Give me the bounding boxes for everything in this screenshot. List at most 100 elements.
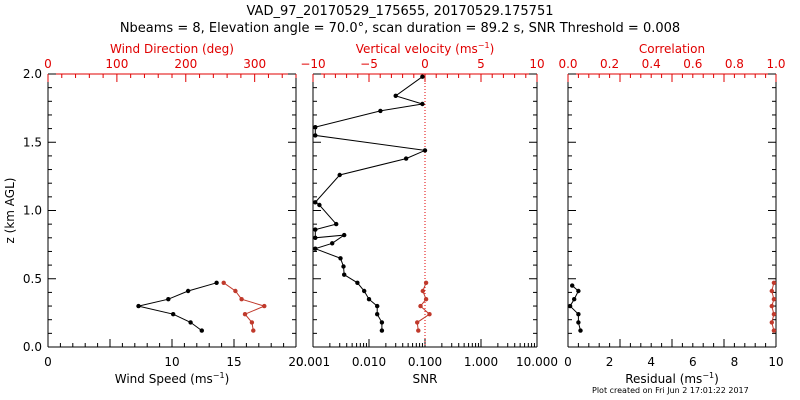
wind-panel-series-0-point bbox=[166, 297, 171, 302]
snr-panel-series-1-point bbox=[423, 280, 429, 285]
snr-panel-series-0-point bbox=[317, 202, 322, 208]
wind-panel-series-1-point bbox=[251, 328, 256, 333]
snr-panel-series-0-point bbox=[393, 93, 398, 99]
y-tick-label: 1.0 bbox=[23, 204, 42, 218]
snr-panel-series-0-point bbox=[313, 200, 318, 205]
x-top-tick-label: 300 bbox=[243, 57, 266, 71]
x-top-tick-label: 10 bbox=[529, 57, 544, 71]
x-top-tick-label: 0.8 bbox=[725, 57, 744, 71]
residual-panel-series-0-point bbox=[576, 288, 581, 294]
residual-panel-series-1-point bbox=[771, 312, 777, 317]
x-bottom-axis-label-unit: (ms bbox=[676, 372, 702, 386]
x-bottom-tick-label: 10 bbox=[768, 355, 783, 369]
residual-panel-series-1-point bbox=[771, 280, 777, 285]
x-top-tick-label: 200 bbox=[174, 57, 197, 71]
snr-panel-series-1-point bbox=[420, 288, 425, 294]
snr-panel-series-0-point bbox=[375, 303, 380, 309]
snr-panel-series-0-point bbox=[313, 133, 318, 138]
snr-panel-series-0-line bbox=[313, 76, 427, 331]
x-bottom-axis-label: SNR bbox=[413, 372, 438, 386]
snr-panel-series-0-point bbox=[313, 235, 318, 240]
x-top-tick-label: 0.4 bbox=[642, 57, 661, 71]
snr-panel-series-0-point bbox=[355, 280, 360, 285]
wind-panel-series-0-point bbox=[185, 288, 191, 294]
wind-panel-series-0-point bbox=[188, 320, 193, 325]
wind-panel-series-1-point bbox=[262, 303, 267, 309]
x-top-tick-label: 100 bbox=[105, 57, 128, 71]
snr-panel-series-0-point bbox=[403, 156, 409, 161]
wind-panel-series-0-point bbox=[136, 303, 141, 309]
wind-panel-series-0-point bbox=[171, 312, 176, 317]
x-bottom-axis-label-unit-exponent: −1 bbox=[702, 371, 714, 380]
x-bottom-tick-label: 0.100 bbox=[408, 355, 442, 369]
snr-panel-series-0-point bbox=[379, 328, 385, 333]
x-top-tick-label: 0 bbox=[421, 57, 429, 71]
x-top-tick-label: 5 bbox=[477, 57, 485, 71]
snr-panel-series-1-point bbox=[416, 328, 421, 333]
snr-panel-series-0-point bbox=[422, 148, 428, 153]
snr-panel-series-0-point bbox=[313, 227, 318, 232]
x-bottom-tick-label: 0 bbox=[44, 355, 52, 369]
x-bottom-tick-label: 10.000 bbox=[516, 355, 558, 369]
x-top-axis-label: Correlation bbox=[639, 42, 705, 56]
wind-panel-series-1-point bbox=[249, 320, 255, 325]
residual-panel-series-0-point bbox=[576, 312, 581, 317]
x-top-axis-label-unit-exponent: −1 bbox=[478, 41, 490, 50]
residual-panel-series-0-point bbox=[570, 283, 575, 288]
x-top-tick-label: −10 bbox=[300, 57, 325, 71]
wind-panel-series-0-point bbox=[199, 328, 204, 333]
x-bottom-tick-label: 0.001 bbox=[296, 355, 330, 369]
x-bottom-axis-label: Residual (ms−1) bbox=[625, 371, 719, 386]
x-top-tick-label: −5 bbox=[360, 57, 378, 71]
wind-panel-series-1-point bbox=[233, 288, 238, 294]
snr-panel-series-0-point bbox=[420, 101, 425, 107]
residual-panel-series-0-point bbox=[572, 297, 577, 302]
x-bottom-tick-label: 0.010 bbox=[352, 355, 386, 369]
snr-panel-series-1-point bbox=[423, 297, 429, 302]
x-bottom-axis-label-unit: (ms bbox=[186, 372, 212, 386]
y-tick-label: 0.0 bbox=[23, 340, 42, 354]
y-tick-label: 1.5 bbox=[23, 135, 42, 149]
snr-panel-series-0-point bbox=[330, 241, 335, 246]
x-bottom-tick-label: 4 bbox=[647, 355, 655, 369]
x-top-tick-label: 0.6 bbox=[683, 57, 702, 71]
x-bottom-tick-label: 8 bbox=[731, 355, 739, 369]
x-top-tick-label: 0.0 bbox=[558, 57, 577, 71]
x-top-tick-label: 1.0 bbox=[766, 57, 785, 71]
wind-panel-series-0-line bbox=[138, 282, 217, 332]
snr-panel-series-0-point bbox=[313, 246, 318, 251]
snr-panel-series-0-point bbox=[375, 312, 380, 317]
snr-panel-series-1-point bbox=[418, 303, 423, 309]
wind-panel-series-0-point bbox=[214, 280, 219, 285]
chart-title: VAD_97_20170529_175655, 20170529.175751 bbox=[246, 4, 554, 19]
residual-panel-series-0-point bbox=[576, 320, 581, 325]
snr-panel-series-1-point bbox=[415, 320, 420, 325]
snr-panel-series-0-point bbox=[341, 264, 346, 269]
x-bottom-tick-label: 10 bbox=[164, 355, 179, 369]
x-bottom-tick-label: 20 bbox=[288, 355, 303, 369]
x-top-axis-label-unit: (ms bbox=[451, 42, 477, 56]
x-top-tick-label: 0 bbox=[44, 57, 52, 71]
wind-panel-series-1-point bbox=[221, 280, 226, 285]
residual-panel-series-1-point bbox=[771, 328, 777, 333]
residual-panel-series-1-point bbox=[769, 303, 774, 309]
snr-panel-series-1-point bbox=[427, 312, 432, 317]
snr-panel-series-0-point bbox=[313, 125, 318, 130]
x-bottom-axis-label-unit-exponent: −1 bbox=[213, 371, 225, 380]
wind-panel-series-1-point bbox=[242, 312, 248, 317]
x-bottom-tick-label: 1.000 bbox=[464, 355, 498, 369]
snr-panel-series-0-point bbox=[379, 320, 385, 325]
snr-panel-series-0-point bbox=[334, 221, 339, 227]
x-bottom-tick-label: 0 bbox=[564, 355, 572, 369]
x-top-tick-label: 0.2 bbox=[600, 57, 619, 71]
snr-panel-series-0-point bbox=[338, 256, 343, 261]
snr-panel: 0.001 0.010 0.100 1.000 10.000 SNR −10 −5 0 5 10 Ve… bbox=[296, 41, 558, 386]
residual-panel-series-0-point bbox=[578, 328, 583, 333]
snr-panel-series-0-point bbox=[337, 172, 342, 178]
chart-subtitle: Nbeams = 8, Elevation angle = 70.0°, sca… bbox=[119, 21, 681, 36]
residual-panel-series-1-point bbox=[769, 320, 774, 325]
y-tick-label: 0.5 bbox=[23, 272, 42, 286]
x-top-axis-label: Vertical velocity (ms−1) bbox=[356, 41, 495, 56]
snr-panel-series-0-point bbox=[342, 272, 347, 277]
